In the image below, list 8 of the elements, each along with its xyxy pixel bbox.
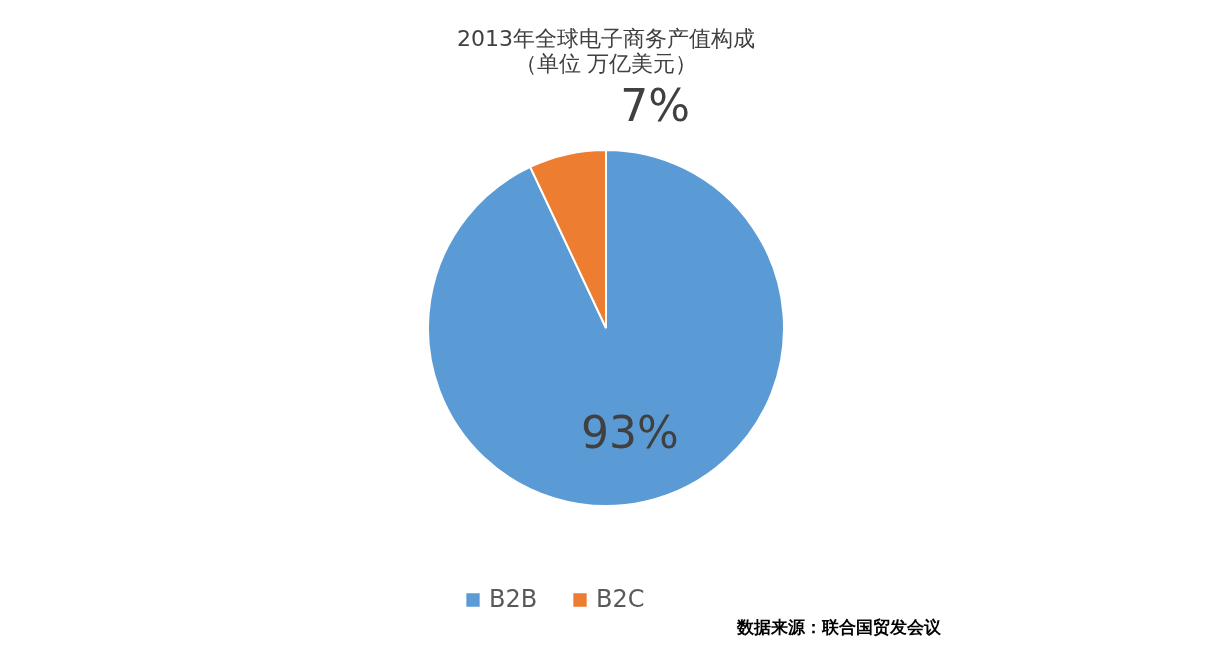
data-label: 7% — [620, 80, 690, 132]
pie-slice — [427, 149, 785, 507]
chart-subtitle: （单位 万亿美元） — [514, 51, 698, 76]
chart-title: 2013年全球电子商务产值构成 — [457, 26, 755, 51]
data-label: 93% — [581, 407, 679, 459]
legend-label: B2C — [596, 585, 645, 613]
legend-label: B2B — [489, 585, 538, 613]
source-note: 数据来源：联合国贸发会议 — [736, 617, 942, 637]
